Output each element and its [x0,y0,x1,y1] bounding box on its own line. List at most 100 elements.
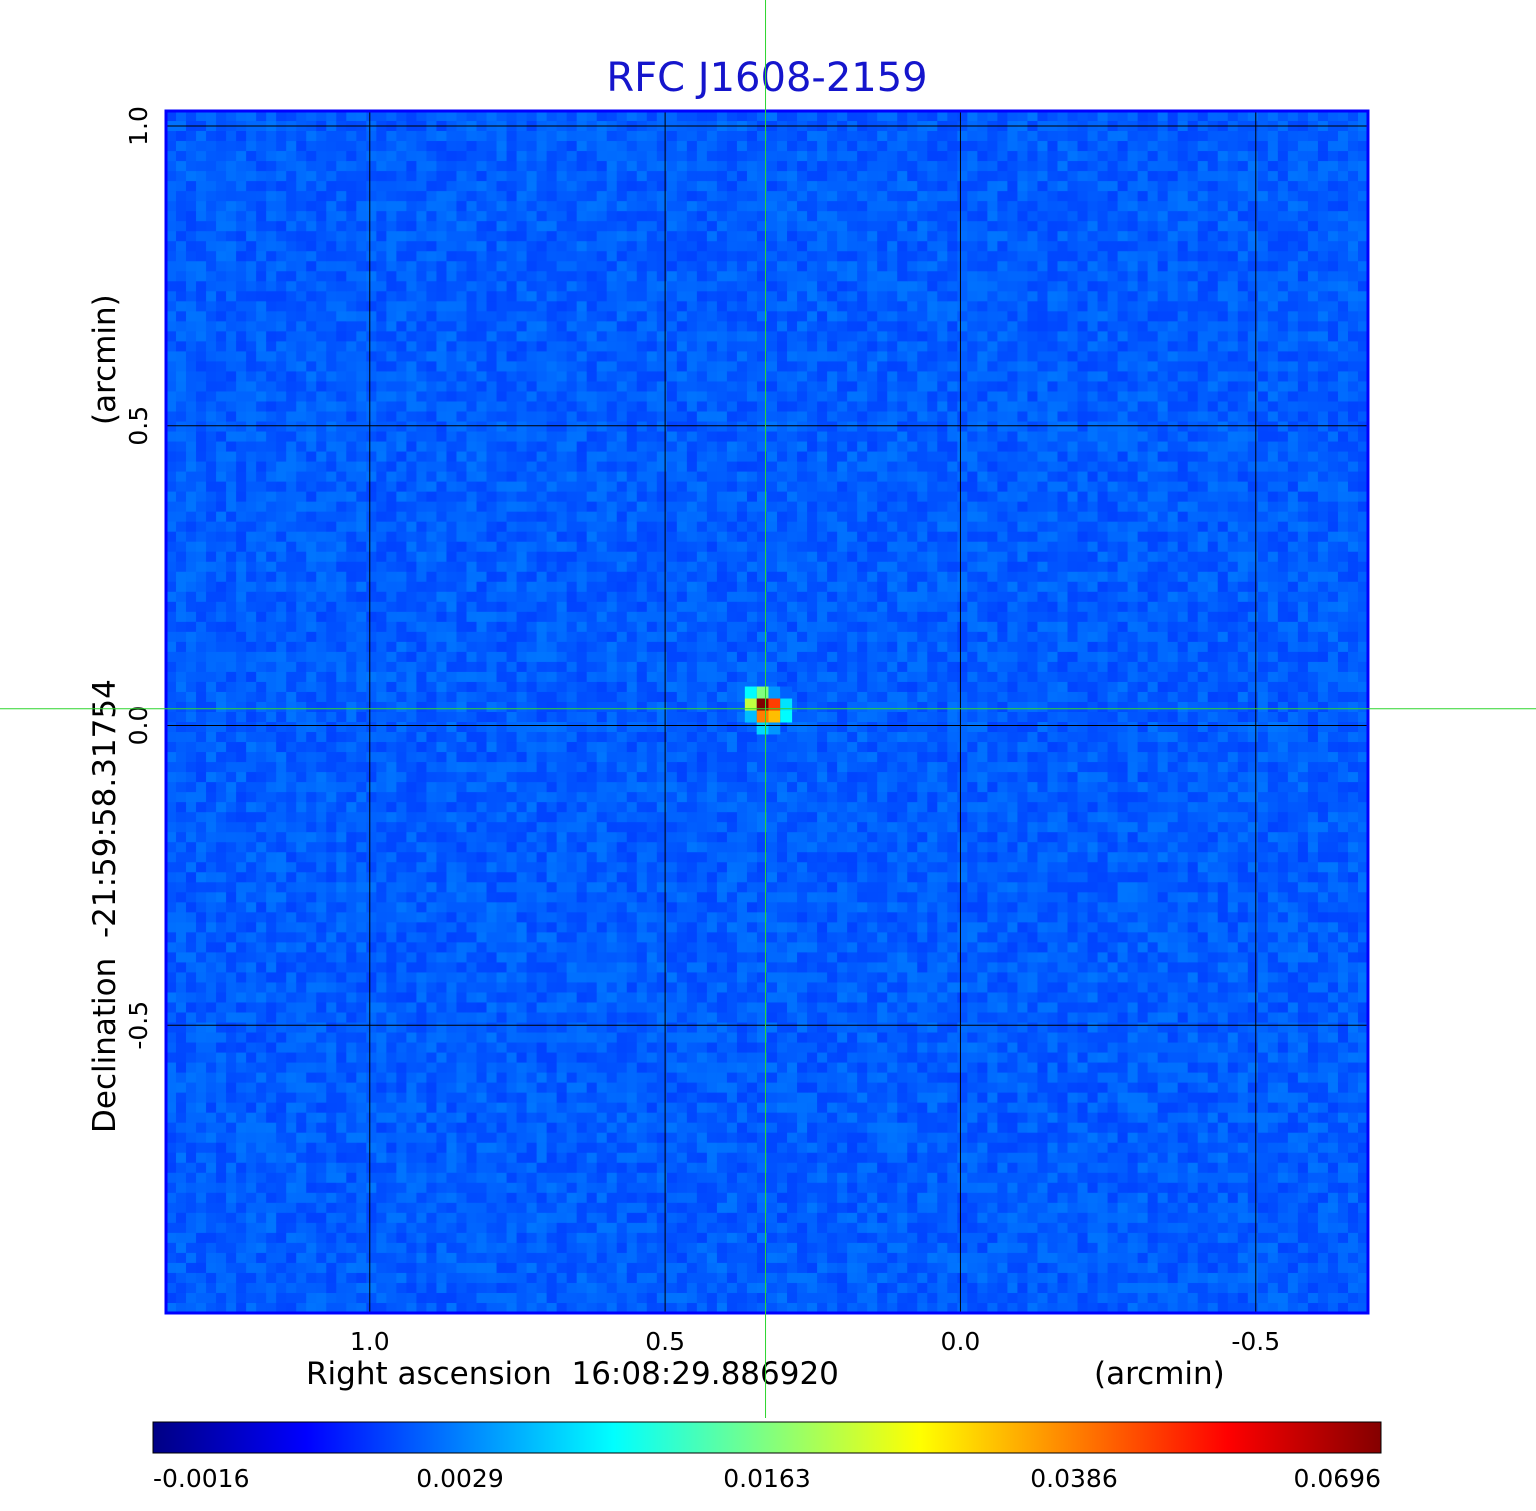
heatmap-cell [206,211,217,222]
heatmap-cell [216,371,227,383]
heatmap-cell [556,812,568,823]
heatmap-cell [526,942,538,953]
heatmap-cell [186,942,197,953]
heatmap-cell [556,752,568,763]
heatmap-cell [326,1272,337,1284]
heatmap-cell [226,471,237,483]
heatmap-cell [466,1222,478,1234]
heatmap-cell [556,992,568,1004]
heatmap-cell [446,972,458,984]
heatmap-cell [246,1112,257,1124]
heatmap-cell [296,1272,307,1284]
heatmap-cell [476,1242,488,1254]
heatmap-cell [216,701,227,713]
heatmap-cell [266,1012,277,1024]
heatmap-cell [346,1002,357,1014]
heatmap-cell [416,341,428,352]
heatmap-cell [426,411,438,423]
heatmap-cell [196,1202,207,1214]
heatmap-cell [386,922,397,933]
heatmap-cell [236,231,247,242]
heatmap-cell [276,341,287,352]
heatmap-cell [366,1072,377,1084]
heatmap-cell [476,591,488,603]
heatmap-cell [246,1182,257,1194]
heatmap-cell [176,651,187,663]
heatmap-cell [546,181,558,192]
heatmap-cell [476,1252,488,1264]
heatmap-cell [256,902,267,913]
heatmap-cell [436,221,448,232]
heatmap-cell [186,1132,197,1144]
heatmap-cell [416,742,428,753]
heatmap-cell [346,441,357,453]
heatmap-cell [536,1092,548,1104]
heatmap-cell [576,381,588,393]
heatmap-cell [396,391,407,403]
heatmap-cell [186,812,197,823]
heatmap-cell [236,1092,247,1104]
heatmap-cell [576,231,588,242]
heatmap-cell [436,752,448,763]
heatmap-cell [426,742,438,753]
heatmap-cell [306,872,317,883]
heatmap-cell [296,621,307,633]
heatmap-cell [216,191,227,202]
heatmap-cell [366,1182,377,1194]
heatmap-cell [226,982,237,994]
heatmap-cell [476,862,488,873]
heatmap-cell [356,1272,367,1284]
heatmap-cell [406,1162,418,1174]
heatmap-cell [496,501,508,513]
heatmap-cell [516,1182,528,1194]
heatmap-cell [426,1292,438,1304]
heatmap-cell [206,341,217,352]
heatmap-cell [556,301,568,312]
heatmap-cell [236,1042,247,1054]
heatmap-cell [246,1082,257,1094]
heatmap-cell [266,1082,277,1094]
heatmap-cell [306,371,317,383]
heatmap-cell [306,1082,317,1094]
heatmap-cell [316,691,327,703]
heatmap-cell [536,772,548,783]
heatmap-cell [446,982,458,994]
heatmap-cell [276,1292,287,1304]
heatmap-cell [256,271,267,282]
heatmap-cell [206,882,217,893]
heatmap-cell [456,511,468,523]
heatmap-cell [546,261,558,272]
heatmap-cell [496,1222,508,1234]
heatmap-cell [416,1272,428,1284]
heatmap-cell [206,241,217,252]
heatmap-cell [196,441,207,453]
heatmap-cell [526,601,538,613]
heatmap-cell [186,1102,197,1114]
heatmap-cell [206,491,217,503]
heatmap-cell [506,992,518,1004]
heatmap-cell [206,1142,217,1154]
heatmap-cell [466,902,478,913]
heatmap-cell [426,451,438,463]
heatmap-cell [526,431,538,443]
heatmap-cell [176,551,187,563]
heatmap-cell [326,1232,337,1244]
heatmap-cell [496,722,508,733]
heatmap-cell [396,481,407,493]
heatmap-cell [326,521,337,533]
heatmap-cell [526,732,538,743]
heatmap-cell [486,842,498,853]
heatmap-cell [516,231,528,242]
heatmap-cell [316,561,327,573]
heatmap-cell [386,772,397,783]
heatmap-cell [306,491,317,503]
heatmap-cell [176,942,187,953]
heatmap-cell [556,942,568,953]
heatmap-cell [566,431,578,443]
heatmap-cell [196,691,207,703]
heatmap-cell [496,691,508,703]
heatmap-cell [196,451,207,463]
heatmap-cell [266,681,277,693]
heatmap-cell [566,1262,578,1274]
heatmap-cell [396,701,407,713]
